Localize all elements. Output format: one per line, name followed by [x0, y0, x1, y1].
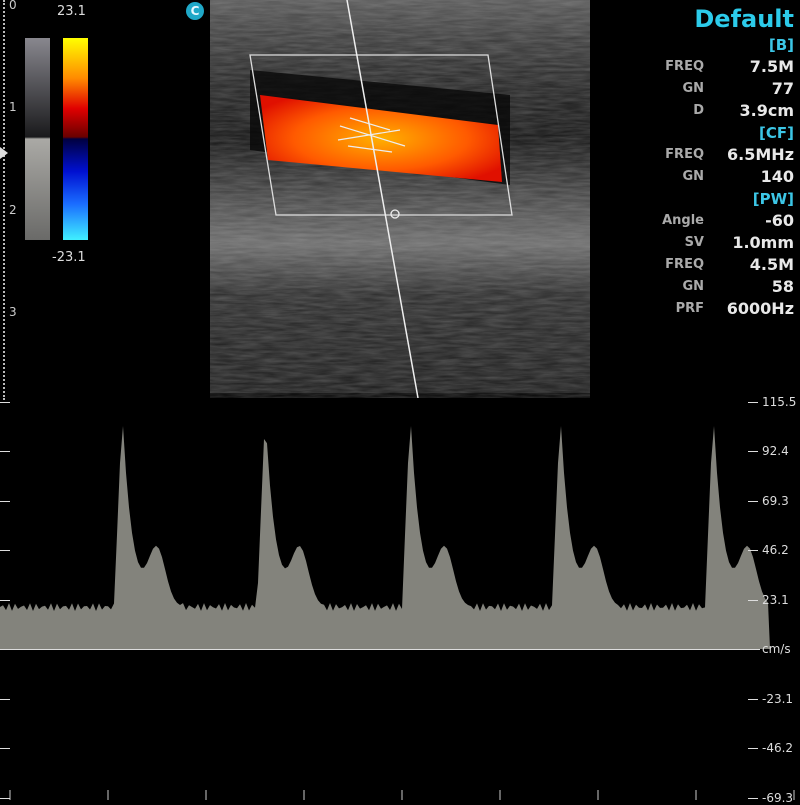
- doppler-spectrum-waveform: [0, 426, 770, 649]
- param-value: -60: [765, 211, 794, 230]
- param-value: 4.5M: [749, 255, 794, 274]
- depth-label: 3: [9, 305, 17, 319]
- color-map-bar: [63, 38, 88, 240]
- velocity-unit: cm/s: [762, 642, 791, 656]
- section-header: [B]: [768, 36, 794, 54]
- param-key: FREQ: [665, 147, 704, 162]
- tick-mark: [748, 797, 758, 799]
- param-row: FREQ 7.5M: [644, 56, 794, 78]
- tick-label: 92.4: [762, 444, 789, 458]
- param-key: FREQ: [665, 59, 704, 74]
- color-bar-min: -23.1: [52, 250, 86, 265]
- cursor-marker: [390, 209, 400, 219]
- param-key: PRF: [675, 301, 704, 316]
- param-row: Angle -60: [644, 210, 794, 232]
- sample-volume-gate: [337, 117, 406, 153]
- left-tick: [0, 500, 10, 502]
- color-bar-max: 23.1: [57, 4, 86, 19]
- param-key: D: [693, 103, 704, 118]
- color-mode-badge[interactable]: C: [186, 2, 204, 20]
- section-header: [CF]: [759, 124, 794, 142]
- param-key: SV: [684, 235, 704, 250]
- left-tick: [0, 599, 10, 601]
- param-value: 6000Hz: [726, 299, 794, 318]
- tick-label: -23.1: [762, 691, 794, 706]
- tick-mark: [748, 748, 758, 749]
- depth-label: 2: [9, 203, 17, 217]
- tick-mark: [748, 500, 758, 502]
- tick-label: 115.5: [762, 394, 797, 409]
- preset-name[interactable]: Default: [694, 5, 794, 33]
- param-key: GN: [682, 279, 704, 294]
- param-key: FREQ: [665, 257, 704, 272]
- tick-mark: [748, 401, 758, 403]
- left-tick: [0, 748, 10, 749]
- left-tick: [0, 401, 10, 403]
- param-key: GN: [682, 169, 704, 184]
- color-box: [249, 54, 513, 216]
- left-tick: [0, 698, 10, 700]
- param-value: 3.9cm: [739, 101, 795, 120]
- gray-map-bar: [25, 38, 50, 240]
- param-value: 140: [760, 167, 794, 186]
- focus-marker-icon[interactable]: [0, 147, 8, 159]
- param-value: 77: [771, 79, 794, 98]
- section-header: [PW]: [752, 190, 794, 208]
- tick-label: 23.1: [762, 592, 789, 607]
- param-row: PRF 6000Hz: [644, 298, 794, 320]
- left-tick: [0, 451, 10, 452]
- tick-mark: [748, 451, 758, 452]
- param-row: GN 140: [644, 166, 794, 188]
- param-value: 6.5MHz: [727, 145, 794, 164]
- left-tick: [0, 550, 10, 551]
- tick-mark: [748, 550, 758, 551]
- depth-scale: 0 1 2 3: [0, 0, 20, 400]
- param-row: FREQ 4.5M: [644, 254, 794, 276]
- tick-label: 69.3: [762, 493, 789, 508]
- depth-label: 1: [9, 100, 17, 114]
- param-value: 58: [771, 277, 794, 296]
- b-mode-image[interactable]: [210, 0, 590, 398]
- param-row: D 3.9cm: [644, 100, 794, 122]
- doppler-cursor: [346, 0, 419, 398]
- left-tick: [0, 797, 10, 799]
- param-row: GN 77: [644, 78, 794, 100]
- baseline: [0, 649, 760, 650]
- param-key: Angle: [662, 213, 704, 228]
- spectral-doppler-display[interactable]: [0, 398, 800, 800]
- tick-label: 46.2: [762, 543, 789, 557]
- param-value: 1.0mm: [732, 233, 794, 252]
- param-row: SV 1.0mm: [644, 232, 794, 254]
- depth-label: 0: [9, 0, 17, 12]
- param-key: GN: [682, 81, 704, 96]
- tick-mark: [748, 599, 758, 601]
- tick-mark: [748, 698, 758, 700]
- tick-label: -69.3: [762, 790, 794, 805]
- tick-label: -46.2: [762, 741, 794, 755]
- parameter-panel: Default [B] FREQ 7.5M GN 77 D 3.9cm [CF] FREQ 6.5…: [644, 4, 794, 320]
- param-row: GN 58: [644, 276, 794, 298]
- param-row: FREQ 6.5MHz: [644, 144, 794, 166]
- param-value: 7.5M: [749, 57, 794, 76]
